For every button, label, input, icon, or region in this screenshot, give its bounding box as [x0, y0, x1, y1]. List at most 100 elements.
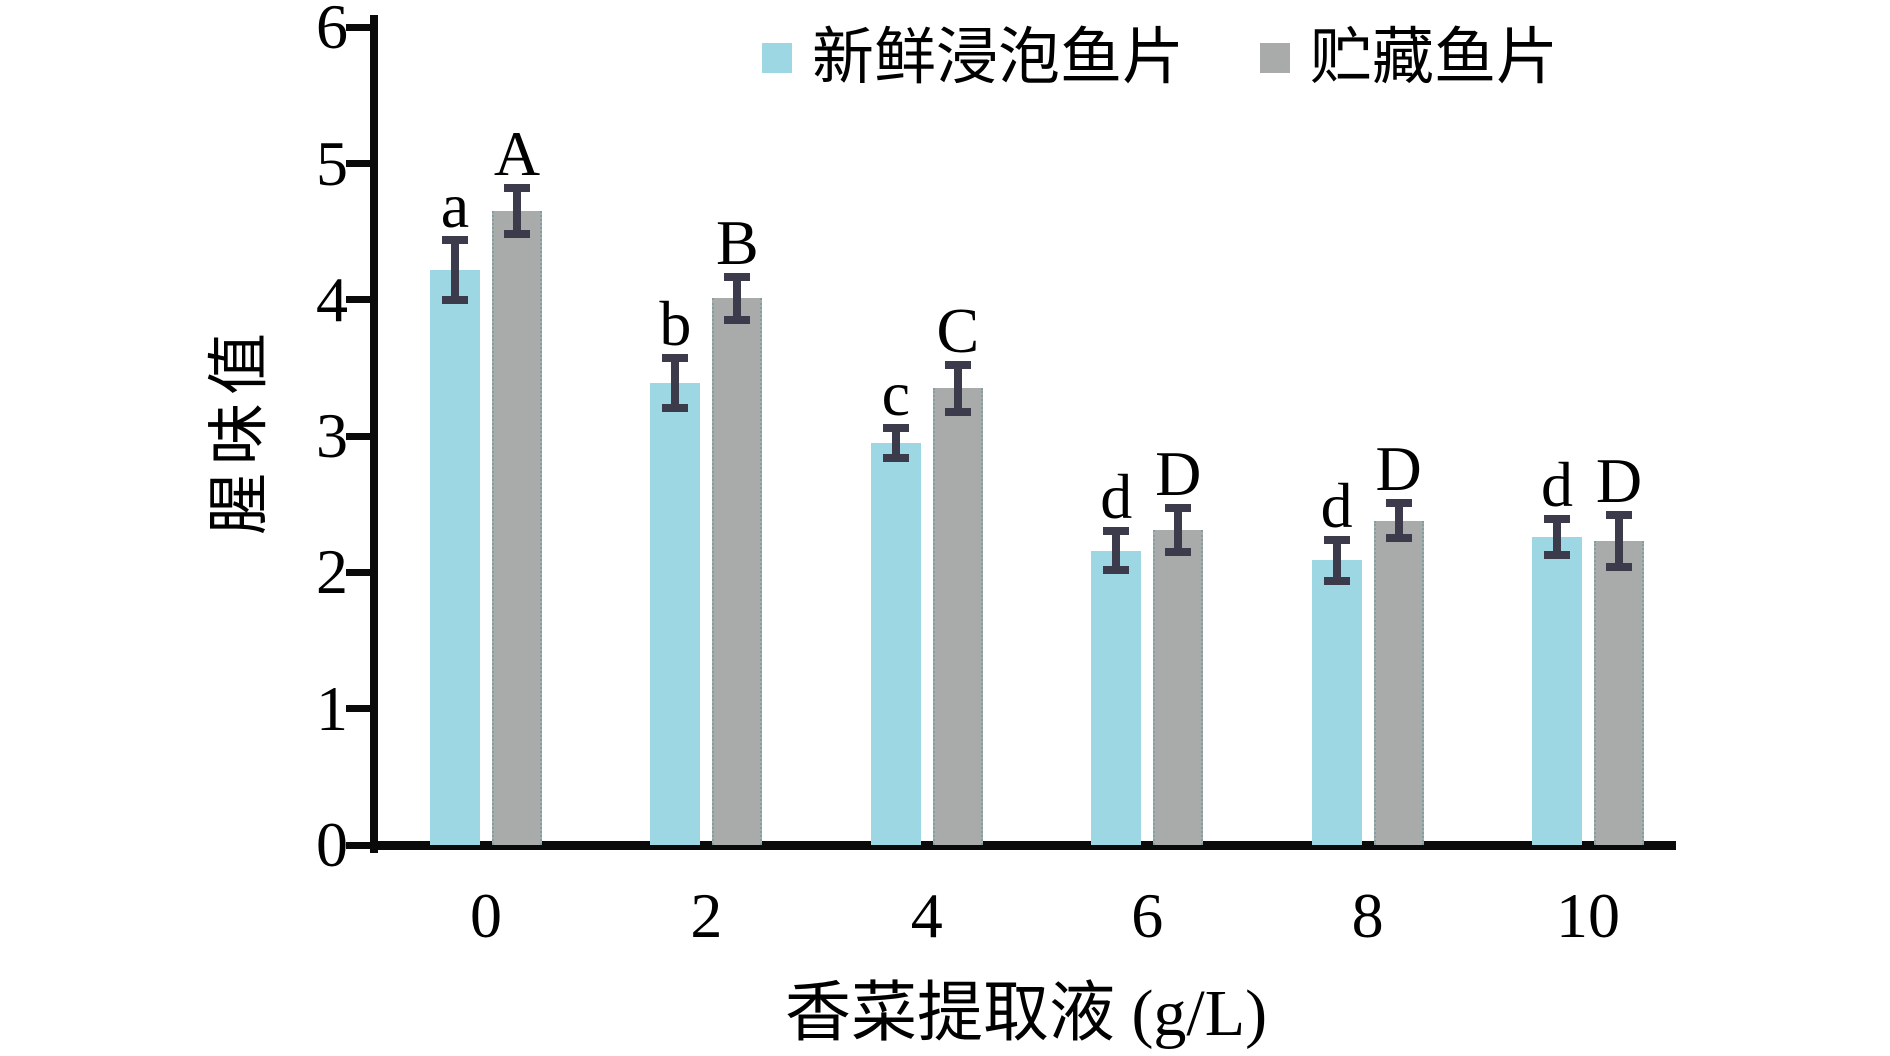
significance-letter: B [716, 206, 759, 278]
error-bar-cap [1385, 534, 1412, 543]
error-bar-stem [1394, 498, 1403, 543]
error-bar-stem [733, 272, 742, 325]
significance-letter: D [1155, 438, 1202, 510]
error-bar-cap [1544, 515, 1570, 524]
error-bar [1544, 515, 1570, 559]
error-bar [724, 272, 751, 325]
legend-label-stored: 贮藏鱼片 [1310, 24, 1559, 92]
x-tick-label: 2 [690, 880, 723, 951]
error-bar-cap [1385, 498, 1412, 507]
bar-贮藏鱼片-4 [932, 388, 983, 845]
y-tick-mark [346, 841, 370, 849]
significance-letter: D [1375, 432, 1422, 504]
bar-新鲜浸泡鱼片-6 [1091, 550, 1142, 845]
bar-新鲜浸泡鱼片-0 [430, 269, 480, 845]
bar-贮藏鱼片-6 [1153, 530, 1204, 845]
y-tick-label: 5 [316, 127, 348, 199]
error-bar-cap [504, 230, 530, 239]
legend-swatch-stored [1260, 43, 1290, 73]
error-bar-stem [513, 183, 521, 239]
error-bar [1606, 511, 1632, 572]
error-bar-stem [953, 361, 962, 416]
x-tick-label: 10 [1556, 880, 1620, 951]
error-bar-cap [1606, 511, 1632, 520]
error-bar-cap [1606, 563, 1632, 572]
x-axis-line [370, 841, 1676, 850]
error-bar-cap [944, 361, 971, 370]
error-bar-cap [662, 403, 689, 412]
error-bar-cap [504, 183, 530, 192]
error-bar-stem [1332, 535, 1341, 585]
legend-label-fresh: 新鲜浸泡鱼片 [812, 24, 1185, 92]
significance-letter: A [493, 117, 541, 189]
error-bar [442, 235, 468, 304]
y-tick-mark [346, 432, 370, 440]
error-bar-cap [1165, 504, 1192, 513]
y-tick-mark [346, 160, 370, 167]
legend-item-stored: 贮藏鱼片 [1260, 20, 1558, 96]
bar-新鲜浸泡鱼片-8 [1311, 560, 1362, 845]
significance-letter: C [936, 295, 980, 367]
error-bar-stem [1174, 504, 1183, 557]
error-bar [662, 354, 689, 412]
significance-letter: d [1100, 461, 1133, 533]
error-bar-cap [724, 272, 751, 281]
error-bar-stem [671, 354, 680, 412]
significance-letter: c [881, 357, 910, 429]
x-axis-title: 香菜提取液 (g/L) [784, 977, 1268, 1050]
bar-贮藏鱼片-2 [712, 298, 763, 845]
error-bar [1385, 498, 1412, 543]
error-bar-cap [1544, 550, 1570, 559]
y-tick-mark [346, 296, 370, 304]
bar-新鲜浸泡鱼片-4 [870, 442, 921, 845]
error-bar [944, 361, 971, 416]
y-tick-label: 6 [316, 0, 348, 63]
error-bar-stem [1553, 515, 1561, 559]
error-bar-cap [662, 354, 689, 363]
error-bar-stem [451, 235, 459, 304]
y-tick-label: 3 [316, 400, 348, 472]
significance-letter: d [1320, 469, 1353, 541]
error-bar-cap [1323, 576, 1350, 585]
error-bar-cap [882, 453, 909, 462]
legend-swatch-fresh [762, 43, 792, 73]
significance-letter: D [1595, 445, 1643, 517]
y-tick-mark [346, 23, 370, 31]
x-tick-label: 8 [1351, 880, 1384, 951]
bar-贮藏鱼片-8 [1373, 520, 1424, 845]
error-bar-cap [1103, 565, 1130, 574]
error-bar-cap [882, 423, 909, 432]
x-tick-label: 4 [910, 880, 943, 951]
x-tick-label: 0 [470, 880, 502, 951]
error-bar [1323, 535, 1350, 585]
error-bar-cap [944, 407, 971, 416]
y-tick-mark [346, 568, 370, 576]
significance-letter: a [440, 169, 470, 241]
y-tick-mark [346, 705, 370, 713]
x-tick-label: 6 [1131, 880, 1164, 951]
error-bar-cap [1323, 535, 1350, 544]
bar-新鲜浸泡鱼片-2 [650, 382, 701, 845]
error-bar [504, 183, 530, 239]
bar-新鲜浸泡鱼片-10 [1532, 536, 1582, 845]
bar-贮藏鱼片-10 [1594, 541, 1644, 845]
y-tick-label: 4 [316, 263, 348, 335]
y-tick-label: 2 [316, 536, 348, 608]
error-bar-cap [724, 316, 751, 325]
significance-letter: d [1541, 449, 1573, 521]
error-bar-cap [442, 235, 468, 244]
error-bar-stem [1112, 527, 1121, 574]
error-bar-cap [1103, 527, 1130, 536]
error-bar-cap [1165, 548, 1192, 557]
y-tick-label: 1 [316, 672, 348, 744]
bar-贮藏鱼片-0 [492, 211, 542, 845]
error-bar [882, 423, 909, 462]
error-bar-stem [1615, 511, 1623, 572]
y-tick-label: 0 [316, 809, 348, 880]
legend-item-fresh: 新鲜浸泡鱼片 [762, 20, 1184, 96]
error-bar [1165, 504, 1192, 557]
error-bar-cap [442, 295, 468, 304]
error-bar-stem [891, 423, 900, 462]
y-axis-line [370, 15, 378, 853]
